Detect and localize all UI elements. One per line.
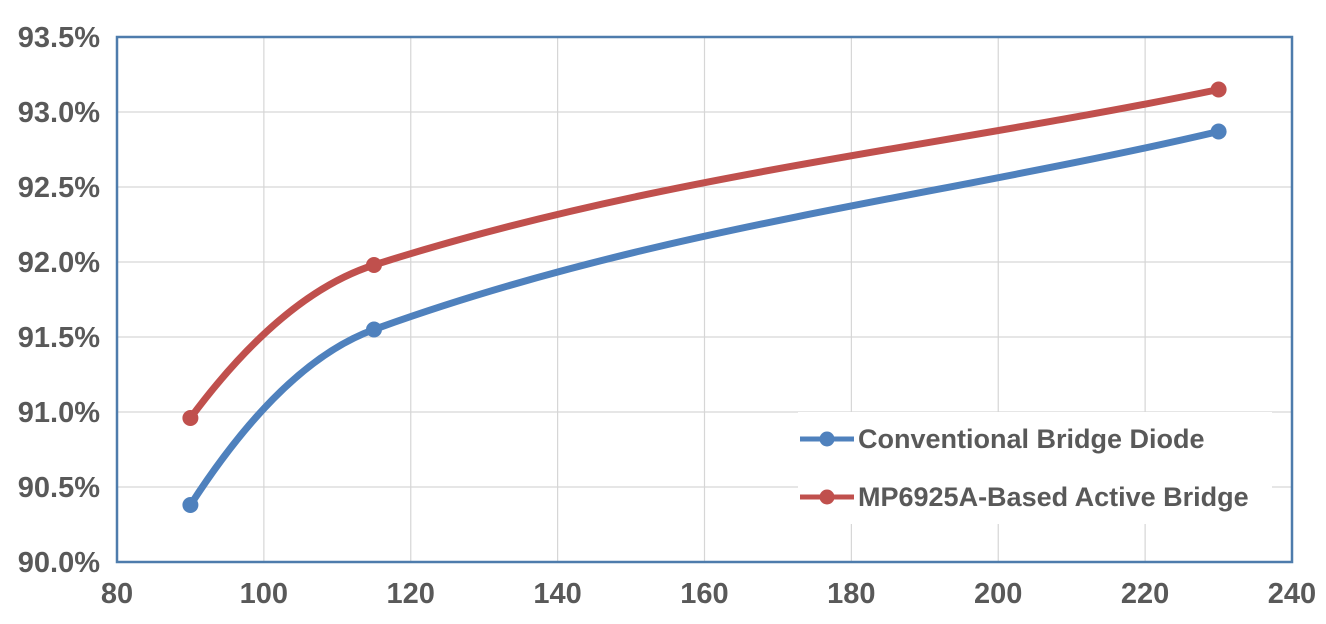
legend-marker-blue-icon	[800, 431, 854, 447]
y-tick-label: 91.5%	[18, 322, 100, 354]
legend-item-conventional-bridge-diode: Conventional Bridge Diode	[798, 412, 1272, 466]
x-tick-label: 120	[387, 578, 435, 610]
series-line-1	[186, 86, 1223, 422]
y-tick-label: 93.5%	[18, 22, 100, 54]
data-point-marker-0	[1210, 123, 1227, 140]
x-tick-label: 100	[240, 578, 288, 610]
legend-label-conventional-bridge-diode: Conventional Bridge Diode	[858, 423, 1205, 454]
data-point-marker-0	[182, 497, 199, 513]
x-tick-label: 180	[827, 578, 875, 610]
chart-legend: Conventional Bridge Diode MP6925A-Based …	[798, 412, 1272, 524]
data-point-marker-1	[182, 410, 199, 426]
data-point-marker-1	[1210, 81, 1227, 98]
legend-dot-sample-red	[819, 489, 835, 505]
y-tick-label: 90.5%	[18, 472, 100, 504]
y-tick-label: 92.5%	[18, 172, 100, 204]
x-tick-label: 200	[974, 578, 1022, 610]
data-point-marker-1	[366, 257, 382, 273]
series-line-0	[186, 128, 1223, 509]
plot-border	[115, 35, 1294, 564]
legend-marker-red-icon	[800, 489, 854, 505]
y-tick-label: 90.0%	[18, 547, 100, 579]
y-tick-label: 92.0%	[18, 247, 100, 279]
legend-label-mp6925a-active-bridge: MP6925A-Based Active Bridge	[858, 481, 1249, 512]
x-tick-label: 140	[533, 578, 581, 610]
data-point-marker-0	[366, 321, 382, 338]
x-tick-label: 80	[101, 578, 133, 610]
legend-dot-sample-blue	[819, 431, 835, 447]
x-tick-label: 240	[1268, 578, 1316, 610]
legend-item-mp6925a-active-bridge: MP6925A-Based Active Bridge	[798, 470, 1272, 524]
x-tick-label: 160	[680, 578, 728, 610]
x-tick-label: 220	[1121, 578, 1169, 610]
y-tick-label: 93.0%	[18, 97, 100, 129]
y-tick-label: 91.0%	[18, 397, 100, 429]
